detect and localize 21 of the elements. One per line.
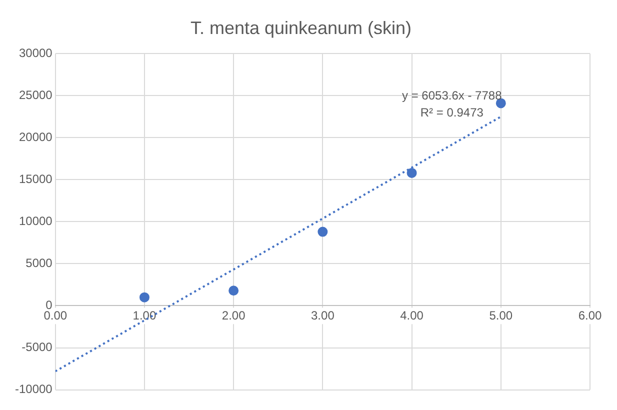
- y-tick-label: 10000: [18, 214, 53, 228]
- x-tick-label: 6.00: [578, 308, 602, 322]
- annotation: R² = 0.9473: [420, 106, 484, 120]
- y-tick-label: 25000: [18, 88, 53, 102]
- x-tick-label: 2.00: [222, 308, 246, 322]
- y-tick-label: 5000: [26, 256, 53, 270]
- x-tick-label: 3.00: [311, 308, 335, 322]
- y-tick-label: -10000: [14, 382, 53, 396]
- point: [318, 226, 328, 237]
- annotation: y = 6053.6x - 7788: [402, 88, 502, 103]
- x-tick-label: 0.00: [44, 308, 68, 322]
- y-tick-label: 30000: [18, 46, 53, 60]
- x-tick-label: 4.00: [400, 308, 424, 322]
- y-tick-label: 20000: [18, 130, 53, 144]
- y-tick-label: -5000: [22, 340, 53, 354]
- chart-title: T. menta quinkeanum (skin): [190, 18, 412, 38]
- y-tick-label: 15000: [18, 172, 53, 186]
- x-tick-label: 5.00: [489, 308, 513, 322]
- point: [139, 292, 150, 302]
- point: [406, 168, 417, 178]
- point: [228, 286, 239, 296]
